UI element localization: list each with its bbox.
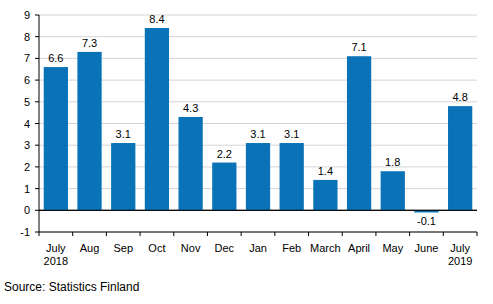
x-tick — [308, 232, 309, 236]
data-label: 2.2 — [217, 148, 232, 160]
bar — [178, 117, 202, 210]
x-tick-label: Jan — [249, 242, 267, 254]
data-label: 4.8 — [453, 91, 468, 103]
data-label: 1.8 — [385, 156, 400, 168]
y-tick — [35, 58, 39, 59]
data-label: 7.1 — [351, 41, 366, 53]
grid-line — [39, 58, 477, 59]
bar — [44, 67, 68, 210]
x-tick-label: Dec — [215, 242, 235, 254]
x-tick-label: July2019 — [448, 242, 472, 267]
y-tick — [35, 210, 39, 211]
grid-line — [39, 36, 477, 37]
x-tick-label: Oct — [148, 242, 165, 254]
x-tick — [375, 232, 376, 236]
x-tick — [241, 232, 242, 236]
x-tick-label: May — [382, 242, 403, 254]
bar — [145, 28, 169, 210]
bar — [313, 180, 337, 210]
x-tick-label: March — [310, 242, 341, 254]
x-tick — [274, 232, 275, 236]
data-label: 8.4 — [149, 13, 164, 25]
grid-line — [39, 123, 477, 124]
y-tick — [35, 123, 39, 124]
chart: -1 0 1 2 3 4 5 6 7 8 9 6.6 7.3 3.1 8.4 4.3 2.2 3.1 3.1 1.4 7… — [0, 0, 493, 304]
bar — [246, 143, 270, 210]
bar — [347, 56, 371, 210]
x-tick — [409, 232, 410, 236]
x-tick-label: Feb — [282, 242, 301, 254]
y-tick-label: 6 — [24, 74, 30, 86]
x-tick — [173, 232, 174, 236]
grid-line — [39, 232, 477, 233]
y-tick-label: 5 — [24, 96, 30, 108]
bar — [448, 106, 472, 210]
data-label: 1.4 — [318, 165, 333, 177]
x-tick-label: April — [348, 242, 370, 254]
y-tick-label: 9 — [24, 9, 30, 21]
x-tick — [342, 232, 343, 236]
x-tick-label: Sep — [113, 242, 133, 254]
y-tick-label: 0 — [24, 204, 30, 216]
x-tick-label: June — [415, 242, 439, 254]
bars — [44, 28, 473, 212]
data-label: 3.1 — [116, 128, 131, 140]
grid-line — [39, 80, 477, 81]
zero-line — [39, 210, 477, 211]
data-label: 3.1 — [284, 128, 299, 140]
bar — [280, 143, 304, 210]
data-label: 4.3 — [183, 102, 198, 114]
x-tick — [443, 232, 444, 236]
y-tick-label: 1 — [24, 183, 30, 195]
bar — [212, 163, 236, 211]
bar — [77, 52, 101, 210]
y-tick-label: 2 — [24, 161, 30, 173]
x-tick-label: Aug — [80, 242, 100, 254]
y-tick — [35, 166, 39, 167]
grid-line — [39, 101, 477, 102]
y-tick — [35, 188, 39, 189]
x-tick — [39, 232, 40, 236]
bar — [111, 143, 135, 210]
y-tick-label: -1 — [20, 226, 30, 238]
data-label: 3.1 — [250, 128, 265, 140]
y-tick-label: 3 — [24, 139, 30, 151]
y-tick — [35, 15, 39, 16]
x-tick-label: Nov — [181, 242, 201, 254]
grid-line — [39, 210, 477, 211]
y-tick-label: 8 — [24, 31, 30, 43]
y-tick — [35, 101, 39, 102]
data-label: -0.1 — [417, 215, 436, 227]
data-label: 7.3 — [82, 37, 97, 49]
bar — [381, 171, 405, 210]
data-label: 6.6 — [48, 52, 63, 64]
x-tick-label: July2018 — [44, 242, 68, 267]
source: Source: Statistics Finland — [4, 280, 139, 294]
x-tick — [140, 232, 141, 236]
y-axis — [39, 15, 40, 232]
y-tick — [35, 145, 39, 146]
x-tick — [72, 232, 73, 236]
grid-line — [39, 15, 477, 16]
x-axis — [39, 232, 477, 233]
x-tick — [106, 232, 107, 236]
x-tick — [207, 232, 208, 236]
y-tick — [35, 36, 39, 37]
y-tick-label: 4 — [24, 118, 30, 130]
x-tick — [477, 232, 478, 236]
y-tick — [35, 80, 39, 81]
y-tick — [35, 232, 39, 233]
y-tick-label: 7 — [24, 52, 30, 64]
